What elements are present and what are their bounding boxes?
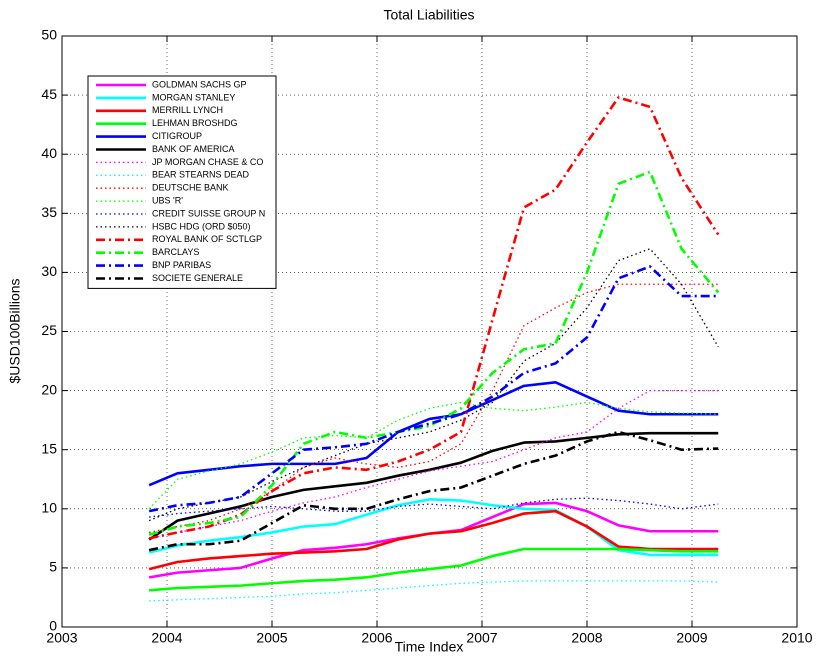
data-line <box>148 430 719 552</box>
y-axis-label: $USD100Billions <box>7 278 23 383</box>
legend-label: JP MORGAN CHASE & CO <box>152 157 263 167</box>
data-line <box>148 170 720 537</box>
legend-label: BNP PARIBAS <box>152 260 211 270</box>
legend-label: LEHMAN BROSHDG <box>152 118 238 128</box>
data-line <box>148 509 719 571</box>
data-line <box>149 580 719 602</box>
data-line <box>148 96 720 540</box>
plot-frame <box>61 35 798 628</box>
x-tick-label: 2003 <box>46 630 77 646</box>
legend-label: BANK OF AMERICA <box>152 144 235 154</box>
y-tick-label: 45 <box>41 86 57 102</box>
legend-label: CITIGROUP <box>152 131 202 141</box>
y-tick-label: 10 <box>41 500 57 516</box>
y-tick-label: 50 <box>41 27 57 43</box>
x-tick-label: 2005 <box>256 630 287 646</box>
y-tick-label: 20 <box>41 381 57 397</box>
x-tick-label: 2006 <box>361 630 392 646</box>
x-tick-label: 2010 <box>781 630 812 646</box>
data-line <box>149 283 719 534</box>
legend-label: MERRILL LYNCH <box>152 105 223 115</box>
legend-label: UBS 'R' <box>152 195 183 205</box>
x-axis-label: Time Index <box>395 639 464 655</box>
x-tick-label: 2009 <box>676 630 707 646</box>
legend: GOLDMAN SACHS GP MORGAN STANLEY MERRILL LY… <box>87 75 277 289</box>
legend-label: DEUTSCHE BANK <box>152 183 229 193</box>
legend-label: ROYAL BANK OF SCTLGP <box>152 234 262 244</box>
data-line <box>148 265 719 513</box>
y-tick-label: 30 <box>41 263 57 279</box>
y-tick-label: 35 <box>41 204 57 220</box>
y-tick-label: 25 <box>41 322 57 338</box>
legend-label: MORGAN STANLEY <box>152 92 235 102</box>
legend-label: BARCLAYS <box>152 247 199 257</box>
data-line <box>148 401 719 510</box>
data-line <box>148 248 719 522</box>
legend-label: GOLDMAN SACHS GP <box>152 79 247 89</box>
data-line <box>148 501 719 579</box>
y-tick-label: 15 <box>41 440 57 456</box>
y-tick-label: 5 <box>49 559 57 575</box>
x-tick-label: 2008 <box>571 630 602 646</box>
data-line <box>149 547 719 592</box>
y-tick-label: 0 <box>49 618 57 634</box>
chart-title: Total Liabilities <box>383 7 474 23</box>
x-tick-label: 2007 <box>466 630 497 646</box>
data-line <box>148 381 719 487</box>
y-tick-label: 40 <box>41 145 57 161</box>
legend-label: HSBC HDG (ORD $050) <box>152 221 251 231</box>
data-line <box>148 431 719 541</box>
legend-label: SOCIETE GENERALE <box>152 273 243 283</box>
data-line <box>149 389 719 539</box>
legend-label: BEAR STEARNS DEAD <box>152 170 250 180</box>
legend-label: CREDIT SUISSE GROUP N <box>152 208 265 218</box>
x-tick-label: 2004 <box>151 630 182 646</box>
